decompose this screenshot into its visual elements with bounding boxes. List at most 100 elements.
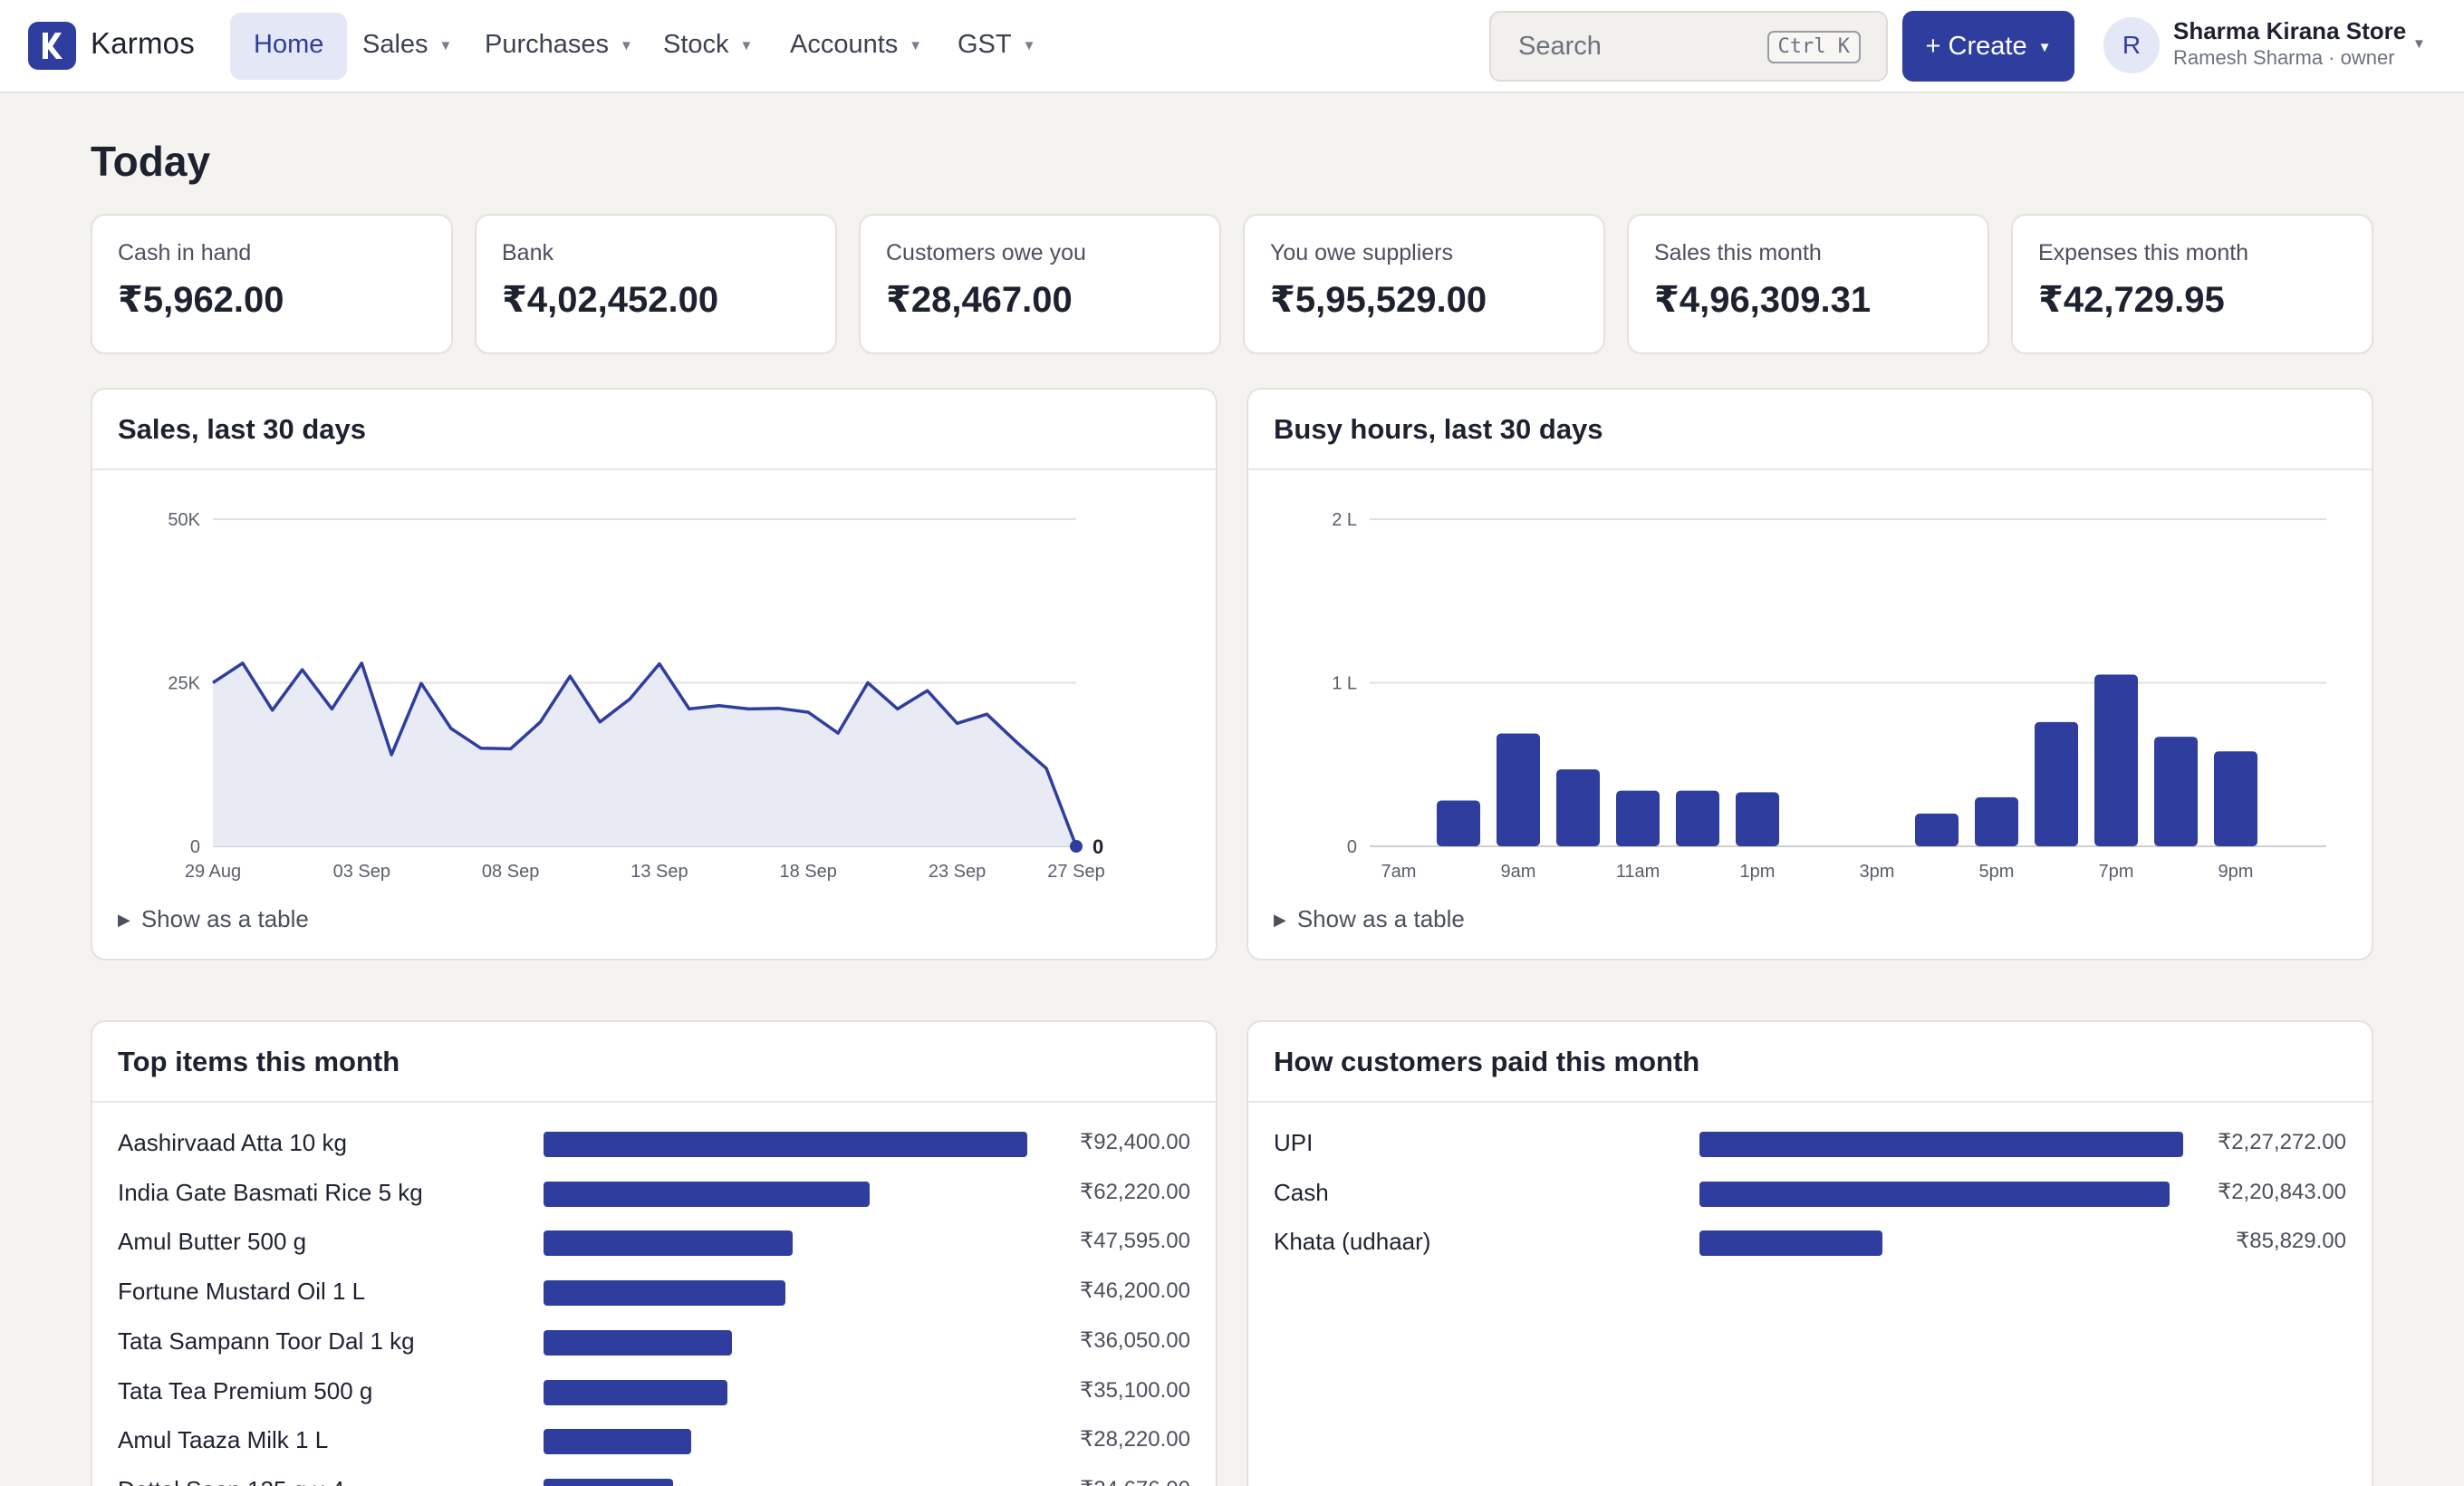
- list-item-name: Aashirvaad Atta 10 kg: [118, 1129, 347, 1156]
- top-navbar: Karmos Home Sales ▼ Purchases ▼ Stock ▼ Acc…: [0, 0, 2464, 93]
- nav-label: Home: [254, 30, 324, 59]
- list-item[interactable]: Fortune Mustard Oil 1 L ₹46,200.00: [92, 1273, 1216, 1309]
- bar: [2154, 737, 2198, 846]
- y-tick-label: 1 L: [1332, 674, 1357, 694]
- list-item-name: Amul Taaza Milk 1 L: [118, 1426, 329, 1454]
- panel-title: How customers paid this month: [1274, 1046, 1700, 1077]
- nav-purchases[interactable]: Purchases ▼: [477, 13, 640, 80]
- list-item-name: Khata (udhaar): [1274, 1228, 1431, 1256]
- top-items-panel: Top items this month Aashirvaad Atta 10 …: [91, 1020, 1218, 1486]
- list-item-bar: [544, 1429, 692, 1455]
- panel-title: Sales, last 30 days: [118, 413, 367, 445]
- bar: [1676, 790, 1719, 846]
- list-item[interactable]: Dettol Soap 125 g x 4 ₹24,676.00: [92, 1472, 1216, 1486]
- sales-line-chart: 0 25K 50K 0 29 Aug 03 Sep 08 Sep 13 Sep 18 Sep 23…: [168, 510, 1104, 882]
- user-role: Ramesh Sharma · owner: [2173, 46, 2395, 69]
- y-tick-label: 0: [190, 837, 200, 857]
- list-item-bar: [544, 1478, 673, 1486]
- nav-sales[interactable]: Sales ▼: [355, 13, 459, 80]
- x-tick-label: 9am: [1501, 862, 1536, 882]
- list-item[interactable]: Amul Taaza Milk 1 L ₹28,220.00: [92, 1422, 1216, 1458]
- list-item[interactable]: Aashirvaad Atta 10 kg ₹92,400.00: [92, 1124, 1216, 1161]
- list-item-name: India Gate Basmati Rice 5 kg: [118, 1178, 423, 1206]
- logo-icon[interactable]: [28, 22, 76, 70]
- busy-hours-bar-chart: 0 1 L 2 L 7am 9am 11am 1pm 3pm 5pm 7pm 9pm: [1332, 510, 2326, 882]
- avatar[interactable]: R: [2103, 17, 2160, 73]
- chevron-down-icon: ▼: [739, 38, 754, 53]
- nav-label: Purchases: [485, 30, 610, 59]
- x-tick-label: 11am: [1616, 862, 1660, 882]
- caret-right-icon: ▶: [118, 911, 130, 929]
- kpi-sales-this-month[interactable]: Sales this month ₹4,96,309.31: [1627, 214, 1989, 354]
- list-item[interactable]: India Gate Basmati Rice 5 kg ₹62,220.00: [92, 1174, 1216, 1211]
- kpi-label: Bank: [502, 240, 553, 265]
- series-line: [212, 661, 1078, 847]
- area-fill: [213, 662, 1076, 846]
- kpi-cash-in-hand[interactable]: Cash in hand ₹5,962.00: [91, 214, 453, 354]
- search-placeholder: Search: [1518, 32, 1602, 61]
- chevron-down-icon: ▼: [2037, 40, 2052, 55]
- nav-home[interactable]: Home: [230, 13, 348, 80]
- kpi-value: ₹4,02,452.00: [502, 280, 719, 320]
- panel-title: Busy hours, last 30 days: [1274, 413, 1603, 445]
- list-item-bar: [1699, 1181, 2170, 1207]
- x-tick-label: 3pm: [1860, 862, 1895, 882]
- list-item[interactable]: UPI ₹2,27,272.00: [1248, 1124, 2372, 1161]
- create-button[interactable]: + Create ▼: [1902, 11, 2074, 82]
- list-item-name: UPI: [1274, 1129, 1314, 1156]
- x-tick-label: 03 Sep: [333, 862, 390, 882]
- chevron-down-icon: ▼: [620, 38, 633, 53]
- list-item[interactable]: Amul Butter 500 g ₹47,595.00: [92, 1223, 1216, 1259]
- kpi-value: ₹5,962.00: [118, 280, 284, 320]
- kpi-value: ₹42,729.95: [2038, 280, 2225, 320]
- sales-chart-panel: Sales, last 30 days 0 25K 50K 0 29 Aug 03 Sep…: [91, 388, 1218, 960]
- chevron-down-icon[interactable]: ▼: [2412, 36, 2426, 52]
- nav-label: Stock: [663, 30, 729, 59]
- nav-accounts[interactable]: Accounts ▼: [783, 13, 929, 80]
- list-item-value: ₹28,220.00: [1079, 1427, 1190, 1452]
- create-label: + Create: [1925, 32, 2027, 61]
- list-item-bar: [544, 1230, 794, 1257]
- x-tick-label: 18 Sep: [780, 862, 837, 882]
- list-item-bar: [1699, 1132, 2183, 1157]
- bar: [1556, 769, 1600, 846]
- list-item-name: Tata Tea Premium 500 g: [118, 1376, 373, 1404]
- data-point: [1070, 840, 1083, 853]
- chevron-down-icon: ▼: [438, 38, 453, 53]
- list-item-bar: [544, 1132, 1027, 1157]
- kpi-expenses-this-month[interactable]: Expenses this month ₹42,729.95: [2011, 214, 2373, 354]
- kpi-bank[interactable]: Bank ₹4,02,452.00: [475, 214, 837, 354]
- list-item-bar: [544, 1379, 727, 1405]
- x-tick-label: 27 Sep: [1047, 862, 1104, 882]
- list-item[interactable]: Tata Sampann Toor Dal 1 kg ₹36,050.00: [92, 1323, 1216, 1359]
- list-item[interactable]: Khata (udhaar) ₹85,829.00: [1248, 1223, 2372, 1259]
- list-item[interactable]: Cash ₹2,20,843.00: [1248, 1174, 2372, 1211]
- nav-label: Accounts: [790, 30, 899, 59]
- show-table-toggle[interactable]: ▶ Show as a table: [118, 904, 309, 933]
- show-table-label: Show as a table: [140, 905, 309, 932]
- show-table-toggle[interactable]: ▶ Show as a table: [1274, 904, 1465, 933]
- brand-name[interactable]: Karmos: [91, 26, 195, 60]
- search-input[interactable]: Search Ctrl K: [1489, 11, 1888, 82]
- x-tick-label: 08 Sep: [482, 862, 539, 882]
- nav-gst[interactable]: GST ▼: [950, 13, 1043, 80]
- kpi-customers-owe[interactable]: Customers owe you ₹28,467.00: [859, 214, 1221, 354]
- payments-panel: How customers paid this month UPI ₹2,27,2…: [1246, 1020, 2373, 1486]
- chevron-down-icon: ▼: [909, 38, 923, 53]
- list-item-bar: [1699, 1230, 1882, 1257]
- list-item-value: ₹2,20,843.00: [2217, 1179, 2346, 1204]
- y-tick-label: 25K: [168, 674, 200, 694]
- bar: [2214, 751, 2257, 846]
- bar: [1616, 790, 1660, 846]
- caret-right-icon: ▶: [1274, 911, 1286, 929]
- list-item-bar: [544, 1181, 870, 1207]
- kpi-you-owe-suppliers[interactable]: You owe suppliers ₹5,95,529.00: [1243, 214, 1605, 354]
- bar: [1437, 800, 1480, 846]
- nav-label: Sales: [362, 30, 428, 59]
- panel-title: Top items this month: [118, 1046, 400, 1077]
- panel-header: Sales, last 30 days: [92, 390, 1216, 470]
- list-item[interactable]: Tata Tea Premium 500 g ₹35,100.00: [92, 1373, 1216, 1409]
- nav-stock[interactable]: Stock ▼: [656, 13, 760, 80]
- list-item-value: ₹35,100.00: [1079, 1377, 1190, 1403]
- store-name[interactable]: Sharma Kirana Store: [2173, 17, 2407, 44]
